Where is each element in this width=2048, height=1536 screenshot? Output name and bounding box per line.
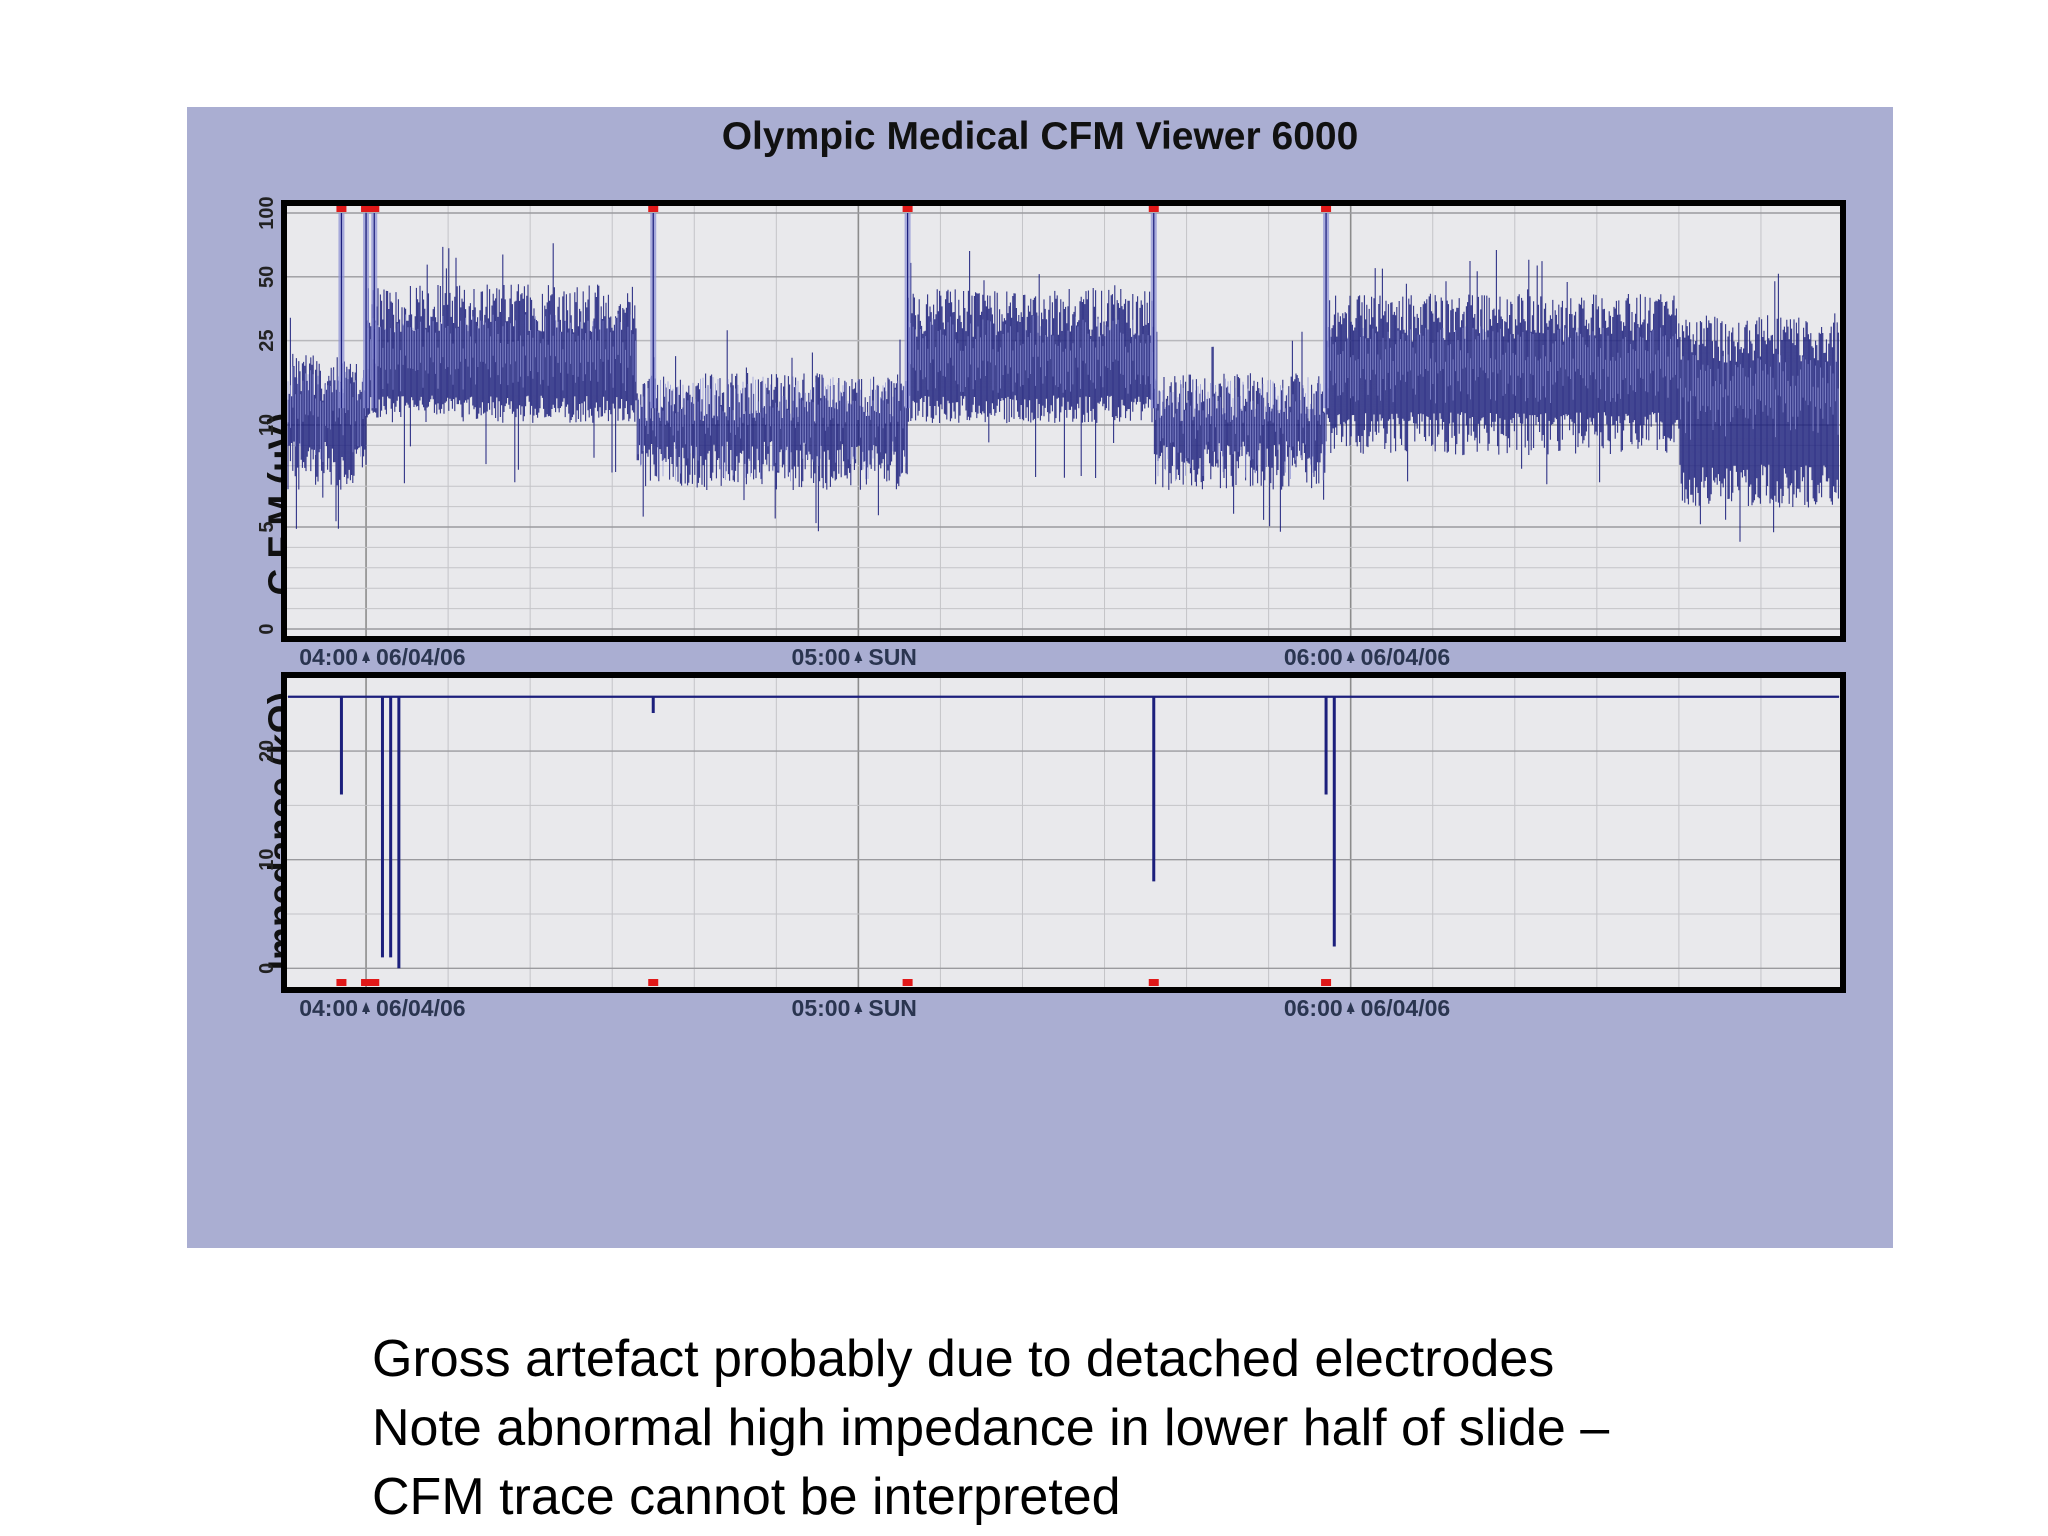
caption-line-1: Gross artefact probably due to detached … (372, 1330, 1555, 1388)
imp-x-tick-arrow (1346, 1002, 1355, 1012)
cfm-x-tick-label: 05:00 (792, 644, 851, 670)
cfm-event-marker (369, 205, 380, 212)
imp-event-marker (336, 979, 347, 986)
imp-plot-frame (281, 672, 1846, 993)
cfm-plot-frame (281, 200, 1846, 642)
cfm-event-marker (1321, 205, 1332, 212)
cfm-viewer-panel: Olympic Medical CFM Viewer 6000 C F M (μ… (187, 107, 1893, 1248)
cfm-y-tick-label: 5 (256, 521, 278, 532)
cfm-y-tick-label: 0 (256, 623, 278, 634)
imp-event-marker (902, 979, 913, 986)
cfm-y-tick-label: 50 (256, 266, 278, 288)
slide-caption: Gross artefact probably due to detached … (372, 1325, 1972, 1532)
cfm-x-tick-label: 06:00 (1284, 644, 1343, 670)
imp-event-marker (1321, 979, 1332, 986)
cfm-event-marker (1148, 205, 1159, 212)
imp-event-marker (369, 979, 380, 986)
cfm-x-tick-label: 04:00 (299, 644, 358, 670)
caption-line-2: Note abnormal high impedance in lower ha… (372, 1399, 1610, 1457)
cfm-x-tick-arrow (362, 651, 371, 661)
imp-event-marker (648, 979, 659, 986)
cfm-plots-svg: 0 5 10 25 50 100 0 10 20 04:00 06/04/06 05:00 SUN 06:… (256, 196, 1846, 1021)
imp-x-tick-label: 06:00 (1284, 995, 1343, 1021)
cfm-y-tick-label: 10 (256, 414, 278, 436)
imp-event-marker (1148, 979, 1159, 986)
imp-x-tick-label: 05:00 (792, 995, 851, 1021)
cfm-event-marker (902, 205, 913, 212)
imp-x-tick-date-label: 06/04/06 (1361, 995, 1451, 1021)
imp-plot-area (284, 675, 1843, 990)
cfm-y-tick-label: 100 (256, 196, 278, 229)
cfm-x-tick-date-label: 06/04/06 (1361, 644, 1451, 670)
imp-x-tick-date-label: 06/04/06 (376, 995, 466, 1021)
imp-y-tick-label: 20 (256, 740, 278, 762)
cfm-event-marker (336, 205, 347, 212)
imp-y-tick-label: 10 (256, 849, 278, 871)
imp-event-marker (361, 979, 372, 986)
cfm-y-tick-label: 25 (256, 330, 278, 352)
chart-title: Olympic Medical CFM Viewer 6000 (721, 115, 1359, 158)
imp-x-tick-date-label: SUN (868, 995, 917, 1021)
cfm-event-marker (361, 205, 372, 212)
cfm-x-tick-arrow (854, 651, 863, 661)
imp-y-tick-label: 0 (256, 963, 278, 974)
imp-x-tick-arrow (362, 1002, 371, 1012)
cfm-x-tick-arrow (1346, 651, 1355, 661)
imp-x-tick-arrow (854, 1002, 863, 1012)
cfm-x-tick-date-label: 06/04/06 (376, 644, 466, 670)
cfm-trace-envelope (287, 313, 1839, 482)
imp-x-tick-label: 04:00 (299, 995, 358, 1021)
caption-line-3: CFM trace cannot be interpreted (372, 1468, 1121, 1526)
cfm-x-tick-date-label: SUN (868, 644, 917, 670)
cfm-event-marker (648, 205, 659, 212)
